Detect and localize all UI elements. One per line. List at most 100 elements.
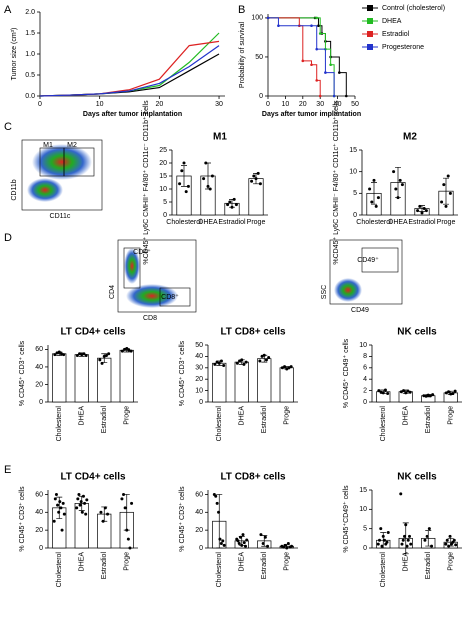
data-point	[214, 494, 218, 498]
legend-marker	[367, 18, 373, 24]
data-point	[240, 543, 244, 547]
data-point	[444, 391, 448, 395]
data-point	[403, 534, 406, 538]
chart-title: M1	[213, 132, 227, 143]
data-point	[83, 501, 87, 505]
data-point	[129, 349, 133, 353]
data-point	[219, 359, 223, 363]
y-tick-label: 8	[363, 353, 367, 360]
data-point	[230, 205, 234, 209]
y-tick-label: 50	[195, 342, 203, 349]
survival-point	[324, 71, 327, 74]
bar	[279, 367, 294, 403]
data-point	[378, 538, 381, 542]
data-point	[425, 534, 429, 538]
survival-point	[317, 24, 320, 28]
survival-point	[318, 94, 322, 98]
data-point	[258, 182, 262, 186]
x-tick-label: Estradiol	[101, 406, 108, 434]
y-tick-label: 15	[349, 147, 357, 154]
survival-point	[277, 24, 280, 28]
y-tick-label: 0	[163, 212, 167, 219]
step-line	[268, 17, 321, 96]
data-point	[84, 512, 88, 516]
data-point	[206, 184, 210, 188]
legend-marker	[367, 5, 373, 11]
data-point	[285, 546, 289, 550]
data-point	[252, 174, 256, 178]
data-point	[60, 528, 64, 532]
legend-label: Control (cholesterol)	[382, 5, 445, 12]
panel-letter: E	[4, 464, 11, 476]
data-point	[218, 537, 222, 541]
data-point	[428, 394, 432, 398]
data-point	[57, 510, 61, 514]
error-bar	[181, 165, 187, 187]
data-point	[392, 170, 396, 174]
data-point	[219, 542, 223, 546]
data-point	[372, 178, 376, 182]
data-point	[383, 538, 386, 542]
legend-label: Estradiol	[382, 31, 410, 38]
x-tick-label: DHEA	[79, 552, 86, 572]
y-tick-label: 40	[195, 509, 203, 516]
data-point	[75, 354, 79, 358]
x-axis-label: Days after tumor implantation	[83, 111, 182, 118]
survival-point	[332, 94, 336, 98]
data-point	[445, 538, 449, 542]
data-point	[208, 187, 212, 191]
data-point	[266, 544, 270, 548]
survival-point	[266, 16, 270, 20]
survival-point	[338, 71, 341, 74]
data-point	[232, 197, 236, 201]
x-tick-label: Estradiol	[408, 219, 436, 226]
chart-title: NK cells	[397, 327, 437, 338]
y-tick-label: 6	[363, 365, 367, 372]
data-point	[240, 358, 244, 362]
x-tick-label: DHEA	[403, 406, 410, 426]
x-tick-label: Estradiol	[425, 406, 432, 434]
data-point	[178, 182, 182, 186]
data-point	[402, 389, 406, 393]
data-point	[376, 196, 380, 200]
data-point	[244, 360, 248, 364]
error-bar	[371, 182, 377, 205]
data-point	[396, 196, 400, 200]
data-point	[454, 543, 458, 547]
data-point	[120, 497, 124, 501]
y-tick-label: 4	[363, 376, 367, 383]
data-point	[406, 538, 410, 542]
x-tick-label: Cholesterol	[216, 552, 223, 588]
y-tick-label: 0	[363, 399, 367, 406]
data-point	[101, 519, 105, 523]
y-tick-label: 40	[195, 353, 203, 360]
bar	[212, 362, 227, 403]
data-point	[186, 184, 190, 188]
data-point	[452, 538, 456, 542]
x-tick-label: 20	[155, 101, 163, 108]
data-point	[122, 492, 126, 496]
x-tick-label: Proge	[448, 552, 455, 571]
y-tick-label: 5	[363, 526, 367, 533]
data-point	[370, 200, 374, 204]
survival-point	[310, 24, 313, 28]
data-point	[59, 506, 63, 510]
legend-label: Progesterone	[382, 44, 424, 51]
line	[39, 45, 220, 97]
x-tick-label: 50	[351, 101, 359, 108]
data-point	[448, 191, 452, 195]
x-tick-label: 10	[282, 101, 290, 108]
data-point	[260, 354, 264, 358]
data-point	[54, 492, 58, 496]
flow-label: CD8	[143, 315, 157, 322]
data-point	[262, 353, 266, 357]
y-tick-label: 0	[353, 212, 357, 219]
data-point	[263, 535, 267, 539]
flow-label: CD8⁺	[161, 293, 179, 301]
data-point	[81, 494, 85, 498]
x-tick-label: Estradiol	[218, 219, 246, 226]
chart-title: LT CD8+ cells	[220, 327, 286, 338]
legend-marker	[367, 44, 373, 50]
data-point	[222, 543, 226, 547]
data-point	[398, 178, 402, 182]
